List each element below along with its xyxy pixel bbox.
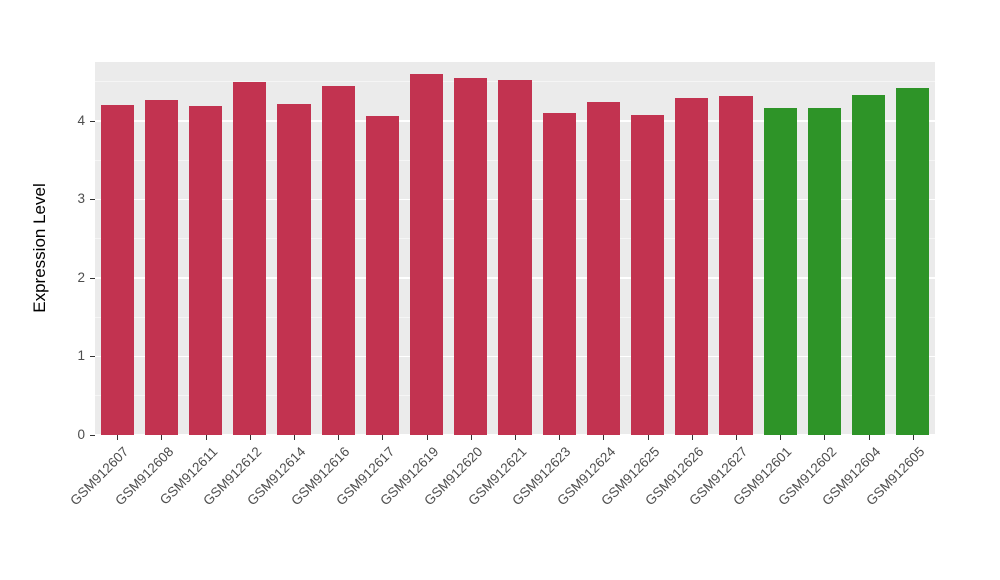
bar-GSM912617: [365, 116, 399, 435]
bar-GSM912625: [631, 115, 665, 435]
x-tick-mark: [293, 435, 295, 440]
bar-GSM912621: [498, 80, 532, 435]
bar-GSM912607: [100, 105, 134, 435]
y-tick-mark: [90, 435, 95, 436]
y-tick-label: 1: [77, 348, 85, 364]
bar-GSM912605: [896, 87, 930, 435]
x-tick-mark: [868, 435, 870, 440]
y-tick-label: 0: [77, 427, 85, 442]
x-tick-mark: [824, 435, 826, 440]
bar-GSM912626: [675, 98, 709, 435]
x-tick-mark: [338, 435, 340, 440]
bar-GSM912602: [807, 108, 842, 435]
bar-GSM912611: [188, 105, 223, 435]
x-tick-mark: [205, 435, 207, 440]
y-tick-label: 2: [77, 269, 85, 285]
bar-GSM912601: [763, 107, 797, 435]
x-tick-mark: [426, 435, 428, 440]
x-tick-mark: [736, 435, 738, 440]
x-tick-mark: [161, 435, 163, 440]
y-tick-mark: [90, 199, 95, 201]
x-tick-mark: [249, 435, 251, 440]
x-tick-mark: [912, 435, 914, 440]
bar-GSM912623: [542, 113, 576, 435]
x-tick-mark: [382, 435, 384, 440]
bar-GSM912619: [410, 73, 444, 435]
y-tick-mark: [90, 356, 95, 358]
x-tick-mark: [559, 435, 561, 440]
y-tick-label: 3: [77, 191, 85, 207]
y-tick-label: 4: [77, 112, 85, 128]
bar-GSM912604: [852, 94, 886, 435]
bar-GSM912612: [233, 82, 267, 435]
bar-GSM912616: [321, 86, 355, 435]
plot-panel: [95, 62, 935, 436]
bar-GSM912614: [277, 104, 311, 435]
bar-GSM912624: [586, 102, 620, 435]
x-tick-mark: [470, 435, 472, 440]
bar-GSM912620: [454, 77, 488, 435]
x-tick-mark: [603, 435, 605, 440]
bar-GSM912627: [719, 95, 753, 435]
x-tick-mark: [780, 435, 782, 440]
x-tick-mark: [117, 435, 119, 440]
x-tick-mark: [647, 435, 649, 440]
y-tick-mark: [90, 277, 95, 279]
bar-GSM912608: [144, 99, 178, 435]
y-tick-mark: [90, 120, 95, 122]
x-tick-mark: [691, 435, 693, 440]
x-tick-mark: [515, 435, 516, 440]
